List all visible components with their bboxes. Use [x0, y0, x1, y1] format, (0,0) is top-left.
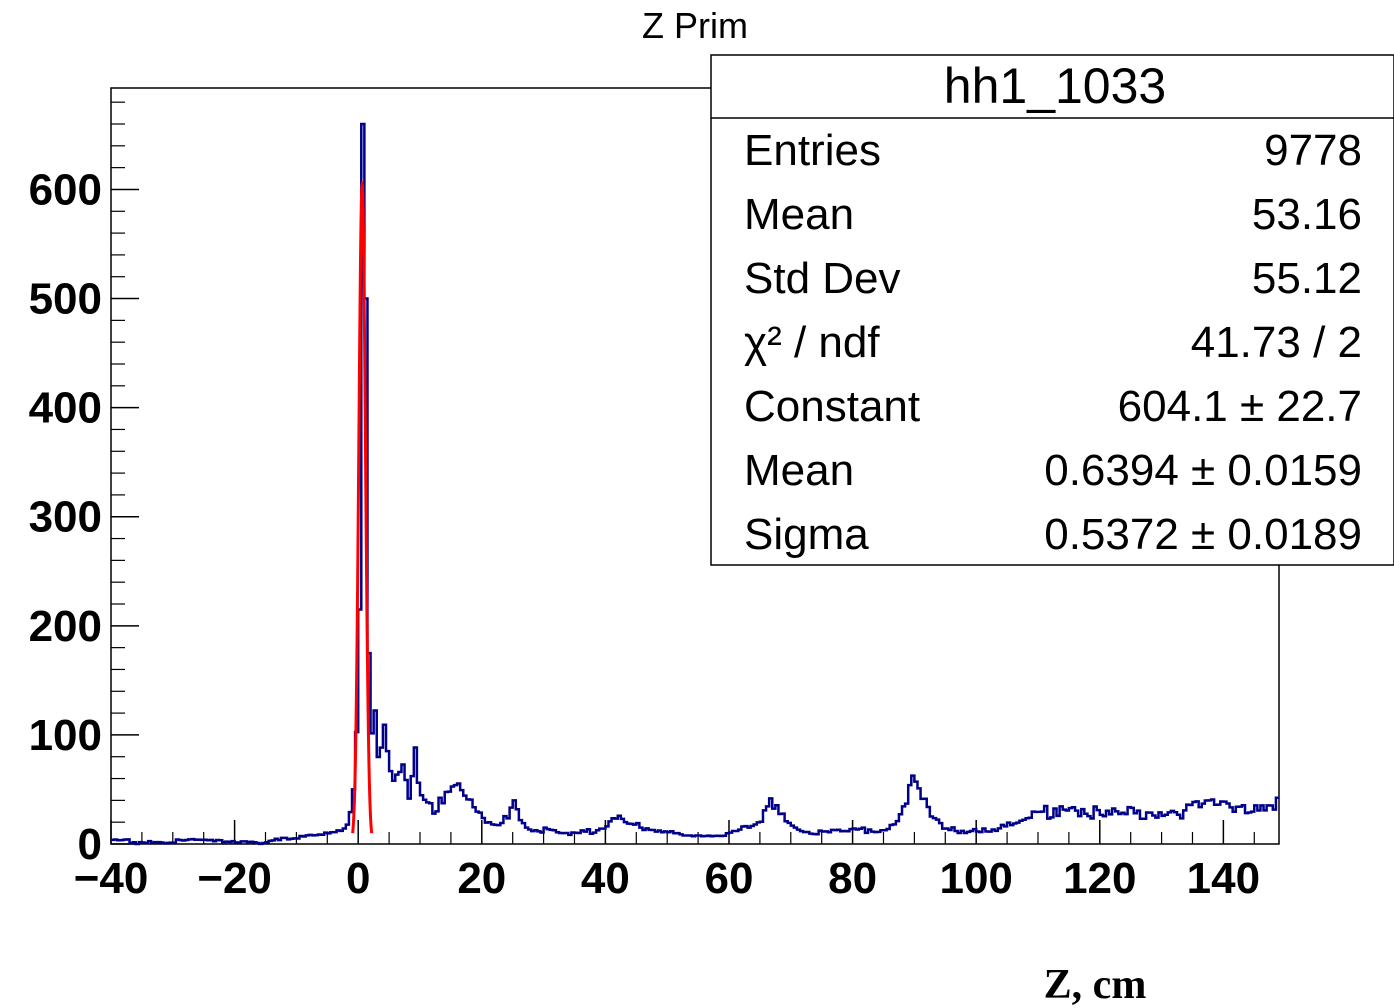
y-tick-label: 400 [29, 384, 102, 433]
y-tick-label: 500 [29, 275, 102, 324]
x-tick-label: 0 [346, 854, 370, 903]
stats-row-value: 0.5372 ± 0.0189 [1044, 510, 1362, 559]
stats-row-value: 0.6394 ± 0.0159 [1044, 446, 1362, 495]
x-tick-label: 80 [828, 854, 877, 903]
x-axis-label: Z, cm [1044, 962, 1147, 1008]
y-tick-label: 0 [78, 820, 102, 869]
stats-box-frame [710, 54, 1394, 566]
stats-row-label: Mean [744, 190, 854, 239]
y-tick-label: 100 [29, 711, 102, 760]
stats-box-title: hh1_1033 [944, 58, 1166, 114]
chart-title: Z Prim [642, 5, 748, 46]
x-tick-label: 140 [1187, 854, 1260, 903]
x-tick-label: −20 [197, 854, 272, 903]
stats-row-label: χ² / ndf [744, 318, 880, 367]
stats-row-label: Mean [744, 446, 854, 495]
x-tick-label: 20 [457, 854, 506, 903]
gaussian-fit-curve [351, 179, 374, 834]
x-tick-label: 60 [705, 854, 754, 903]
stats-row-value: 604.1 ± 22.7 [1118, 382, 1362, 431]
stats-row-label: Constant [744, 382, 920, 431]
stats-row-label: Std Dev [744, 254, 901, 303]
x-tick-label: 120 [1063, 854, 1136, 903]
x-tick-label: 40 [581, 854, 630, 903]
stats-rows: Entries 9778 Mean 53.16 Std Dev 55.12 χ² / ndf… [744, 126, 1362, 559]
y-axis: 0 100 200 300 400 500 600 [29, 101, 139, 869]
y-tick-label: 600 [29, 165, 102, 214]
stats-row-value: 41.73 / 2 [1191, 318, 1362, 367]
y-tick-label: 300 [29, 493, 102, 542]
stats-row-value: 53.16 [1252, 190, 1362, 239]
stats-row-value: 55.12 [1252, 254, 1362, 303]
stats-row-value: 9778 [1264, 126, 1362, 175]
x-axis: −40 −20 0 20 40 60 80 100 120 140 [74, 820, 1260, 903]
x-tick-label: 100 [939, 854, 1012, 903]
stats-row-label: Entries [744, 126, 881, 175]
histogram-series [111, 122, 1279, 846]
stats-row-label: Sigma [744, 510, 869, 559]
y-tick-label: 200 [29, 602, 102, 651]
stats-box: hh1_1033 Entries 9778 Mean 53.16 Std Dev 55.1… [710, 54, 1394, 566]
x-tick-label: −40 [74, 854, 149, 903]
